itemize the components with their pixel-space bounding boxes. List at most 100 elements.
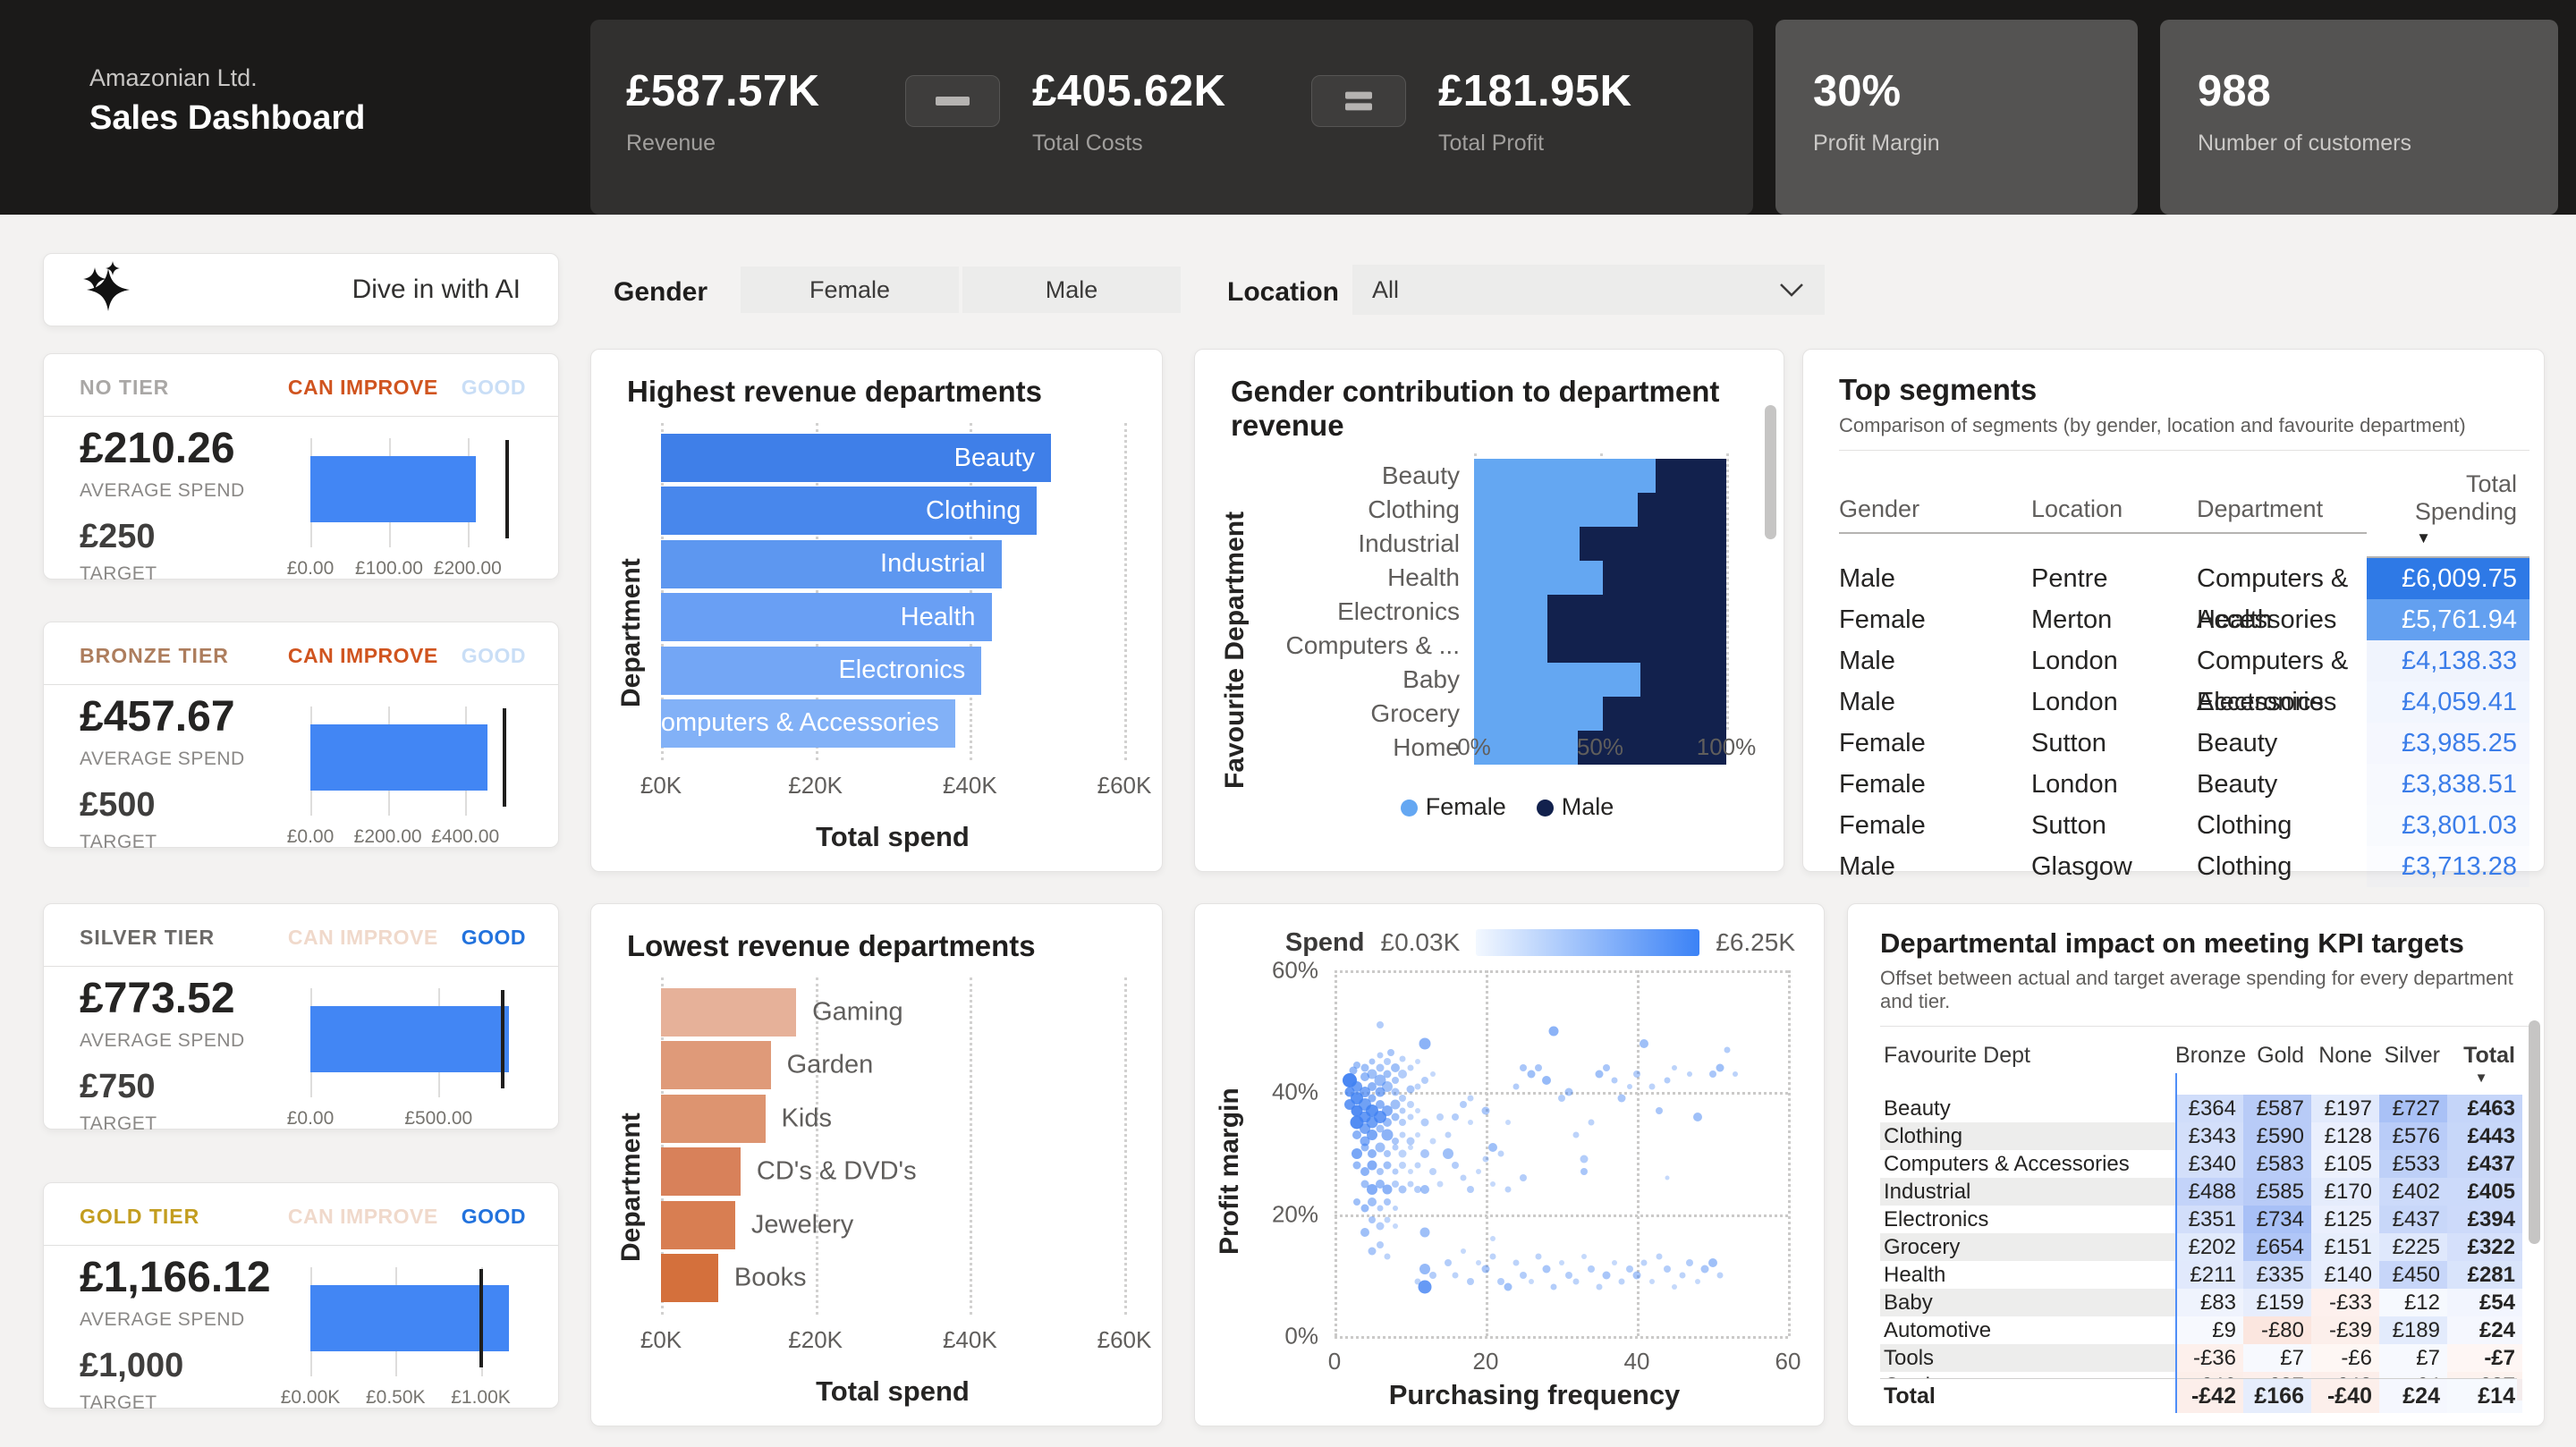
gridline [1335,1214,1788,1217]
table-row[interactable]: Industrial £488 £585 £170 £402 £405 [1880,1178,2531,1206]
column-header-total[interactable]: Total ▼ [2447,1036,2522,1095]
axis-tick-label: £60K [1097,1326,1152,1353]
gender-contribution-chart-card: Gender contribution to department revenu… [1194,349,1784,872]
cell-value: £533 [2379,1150,2447,1178]
cell-value: £488 [2175,1178,2243,1206]
bullet-chart: £0.00 £500.00 [287,983,519,1131]
scatter-point [1367,1130,1378,1141]
column-header-total-spending[interactable]: Total Spending ▼ [2367,451,2529,558]
bar-grocery[interactable] [1474,697,1726,731]
table-row[interactable]: Baby £83 £159 -£33 £12 £54 [1880,1289,2531,1316]
table-row[interactable]: Female Sutton Beauty £3,985.25 [1839,723,2529,764]
gridline [1335,970,1788,973]
table-row[interactable]: Tools -£36 £7 -£6 £7 -£7 [1880,1344,2531,1372]
table-row[interactable]: Computers & Accessories £340 £583 £105 £533 £… [1880,1150,2531,1178]
scatter-point [1367,1069,1377,1079]
axis-tick-label: £20K [788,1326,843,1353]
bar-beauty[interactable] [1474,459,1726,493]
stacked-bar-row: Industrial [1261,527,1726,561]
male-segment [1656,459,1726,493]
column-header-favourite-dept[interactable]: Favourite Dept [1884,1043,2030,1068]
bar-jewelery[interactable] [661,1200,735,1249]
table-row[interactable]: Male London Electronics £4,059.41 [1839,681,2529,723]
column-header-gender[interactable]: Gender [1839,476,2031,534]
table-row[interactable]: Female Sutton Clothing £3,801.03 [1839,805,2529,846]
column-header-department[interactable]: Department [2197,476,2367,534]
table-row[interactable]: Automotive £9 -£80 -£39 £189 £24 [1880,1316,2531,1344]
bar-books[interactable] [661,1253,718,1302]
x-axis-label: Total spend [816,1375,970,1407]
customers-value: 988 [2198,67,2271,115]
table-row[interactable]: Beauty £364 £587 £197 £727 £463 [1880,1095,2531,1122]
gender-filter-male-button[interactable]: Male [962,267,1181,313]
bar-electronics[interactable]: Electronics [661,646,982,695]
stacked-bar-row: Clothing [1261,493,1726,527]
scatter-point [1452,1113,1460,1121]
scatter-point [1665,1175,1670,1180]
column-header-location[interactable]: Location [2031,476,2197,534]
tier-name: NO TIER [80,376,170,399]
bar-health[interactable]: Health [661,593,992,642]
bar-health[interactable] [1474,561,1726,595]
bar-label: Books [733,1263,807,1292]
bar-clothing[interactable]: Clothing [661,487,1038,536]
scatter-point [1520,1271,1528,1279]
table-row[interactable]: Electronics £351 £734 £125 £437 £394 [1880,1206,2531,1233]
scatter-point [1376,1021,1384,1029]
chart-scrollbar[interactable] [1765,405,1776,539]
scatter-point [1633,1070,1640,1078]
scatter-chart-card: Spend £0.03K £6.25K Profit margin 0% 20% 4… [1194,903,1825,1426]
bar-label: Jewelery [750,1210,854,1240]
scatter-point [1572,1131,1580,1138]
scatter-point [1368,1216,1377,1224]
bar-home[interactable] [1474,731,1726,765]
scatter-point [1459,1100,1467,1108]
table-row[interactable]: Male London Computers & Accessories £4,138.… [1839,640,2529,716]
scatter-point [1398,1069,1408,1079]
dive-in-with-ai-button[interactable]: Dive in with AI [43,253,559,326]
column-header-none[interactable]: None [2318,1043,2372,1068]
tier-name: SILVER TIER [80,926,216,949]
scatter-point [1384,1058,1392,1066]
scatter-point [1375,1087,1385,1097]
cell-value: £437 [2447,1150,2522,1178]
column-header-bronze[interactable]: Bronze [2175,1043,2247,1068]
table-scrollbar[interactable] [2529,1020,2540,1244]
bar-industrial[interactable] [1474,527,1726,561]
bar-cd-s-dvd-s[interactable] [661,1147,741,1197]
bar-computers-[interactable] [1474,629,1726,663]
scatter-point [1618,1278,1625,1285]
scatter-point [1399,1107,1406,1114]
table-row[interactable]: Grocery £202 £654 £151 £225 £322 [1880,1233,2531,1261]
scatter-point [1617,1094,1626,1103]
location-dropdown[interactable]: All [1352,265,1825,315]
gender-filter-female-button[interactable]: Female [741,267,959,313]
table-row[interactable]: Female Merton Health £5,761.94 [1839,599,2529,640]
bar-baby[interactable] [1474,663,1726,697]
bar-gaming[interactable] [661,988,797,1037]
bar-industrial[interactable]: Industrial [661,539,1002,588]
bar-electronics[interactable] [1474,595,1726,629]
axis-tick-label: £0.00 [286,826,335,847]
scatter-point [1504,1282,1513,1291]
column-header-silver[interactable]: Silver [2384,1043,2440,1068]
scatter-point [1360,1228,1369,1238]
scatter-point [1349,1066,1358,1075]
bar-clothing[interactable] [1474,493,1726,527]
bar-garden[interactable] [661,1041,771,1090]
scatter-point [1664,1077,1671,1084]
bar-beauty[interactable]: Beauty [661,434,1051,482]
axis-tick-label: 40 [1623,1348,1650,1375]
table-row[interactable]: Male Glasgow Clothing £3,713.28 [1839,846,2529,887]
column-header-gold[interactable]: Gold [2257,1043,2304,1068]
bar-kids[interactable] [661,1094,766,1143]
equals-icon [1311,75,1406,127]
bar-computers-accessories[interactable]: Computers & Accessories [642,698,955,748]
table-row[interactable]: Clothing £343 £590 £128 £576 £443 [1880,1122,2531,1150]
table-row[interactable]: Health £211 £335 £140 £450 £281 [1880,1261,2531,1289]
table-row[interactable]: Female London Beauty £3,838.51 [1839,764,2529,805]
table-row[interactable]: Male Pentre Computers & Accessories £6,009.… [1839,558,2529,634]
scatter-plot: 0% 20% 40% 60% 0 20 40 60 [1272,957,1801,1375]
target-value: £500 [80,786,156,824]
scatter-point [1467,1095,1474,1102]
